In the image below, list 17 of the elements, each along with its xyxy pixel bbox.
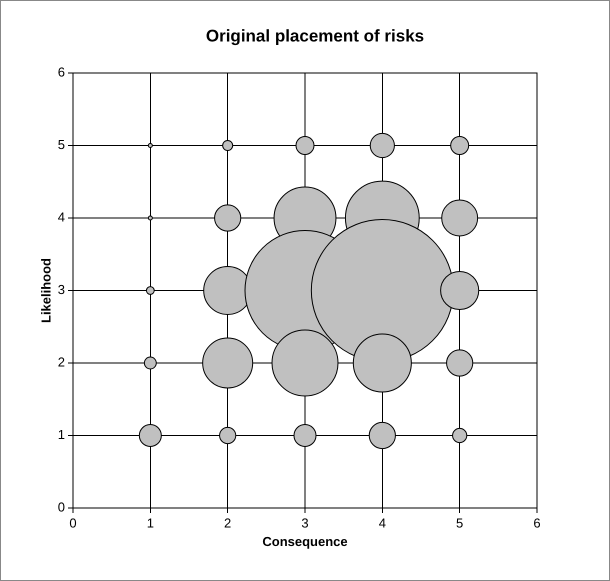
x-tick-label: 5 <box>456 515 464 530</box>
y-tick-label: 1 <box>58 427 65 442</box>
x-tick-label: 1 <box>146 515 154 530</box>
x-tick-label: 4 <box>378 515 386 530</box>
x-tick-label: 3 <box>301 515 309 530</box>
y-tick-label: 3 <box>58 282 65 298</box>
y-axis-title: Likelihood <box>38 258 54 323</box>
y-tick-label: 2 <box>58 354 65 370</box>
y-tick-label: 6 <box>58 64 65 80</box>
y-tick-label: 5 <box>58 137 65 152</box>
x-tick-label: 0 <box>69 515 77 530</box>
y-tick-label: 4 <box>58 210 65 225</box>
chart-title: Original placement of risks <box>206 26 424 46</box>
x-tick-label: 2 <box>224 515 232 530</box>
y-tick-label: 0 <box>58 500 65 515</box>
x-axis-title: Consequence <box>262 534 348 549</box>
x-tick-label: 6 <box>533 515 541 530</box>
